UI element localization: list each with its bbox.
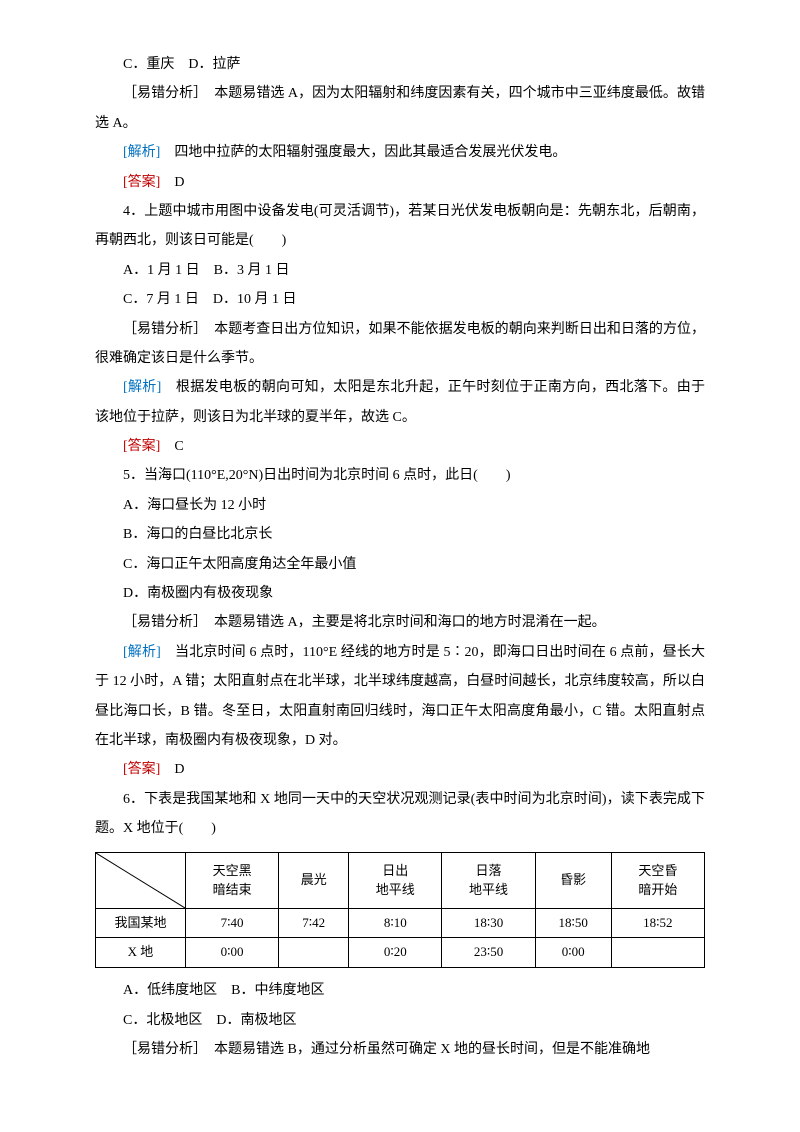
- table-r2c5: 0∶00: [535, 938, 611, 968]
- q5-answer-label: [答案]: [123, 762, 160, 777]
- q5-opt-a: A．海口昼长为 12 小时: [95, 491, 705, 520]
- q6-table: 天空黑暗结束 晨光 日出地平线 日落地平线 昏影 天空昏暗开始 我国某地 7∶4…: [95, 852, 705, 969]
- table-r1c3: 8∶10: [349, 908, 442, 938]
- q4-answer-text: C: [160, 439, 183, 454]
- table-h3: 日出地平线: [349, 852, 442, 908]
- q6-opt-d: D．南极地区: [216, 1013, 296, 1028]
- table-h1: 天空黑暗结束: [186, 852, 279, 908]
- table-header-row: 天空黑暗结束 晨光 日出地平线 日落地平线 昏影 天空昏暗开始: [96, 852, 705, 908]
- table-row: X 地 0∶00 0∶20 23∶50 0∶00: [96, 938, 705, 968]
- q4-options-cd: C．7 月 1 日 D．10 月 1 日: [95, 285, 705, 314]
- q4-answer: [答案] C: [95, 432, 705, 461]
- q5-opt-b: B．海口的白昼比北京长: [95, 520, 705, 549]
- q6-options-cd: C．北极地区 D．南极地区: [95, 1006, 705, 1035]
- q3-answer: [答案] D: [95, 168, 705, 197]
- q5-error-analysis: ［易错分析］ 本题易错选 A，主要是将北京时间和海口的地方时混淆在一起。: [95, 608, 705, 637]
- q3-err-label: ［易错分析］: [123, 86, 200, 101]
- q4-err-label: ［易错分析］: [123, 322, 200, 337]
- q4-analysis-label: [解析]: [123, 380, 161, 395]
- q5-analysis-label: [解析]: [123, 645, 161, 660]
- q3-opt-c: C．重庆: [123, 57, 174, 72]
- q3-opt-d: D．拉萨: [188, 57, 240, 72]
- q6-stem: 6．下表是我国某地和 X 地同一天中的天空状况观测记录(表中时间为北京时间)，读…: [95, 785, 705, 844]
- table-r2c6: [611, 938, 704, 968]
- q3-answer-label: [答案]: [123, 175, 160, 190]
- q5-err-text: 本题易错选 A，主要是将北京时间和海口的地方时混淆在一起。: [200, 615, 606, 630]
- table-r1c4: 18∶30: [442, 908, 535, 938]
- q4-options-ab: A．1 月 1 日 B．3 月 1 日: [95, 256, 705, 285]
- q3-options-cd: C．重庆 D．拉萨: [95, 50, 705, 79]
- table-r2c1: 0∶00: [186, 938, 279, 968]
- q4-analysis-text: 根据发电板的朝向可知，太阳是东北升起，正午时刻位于正南方向，西北落下。由于该地位…: [95, 380, 705, 424]
- table-h5: 昏影: [535, 852, 611, 908]
- q6-err-text: 本题易错选 B，通过分析虽然可确定 X 地的昼长时间，但是不能准确地: [200, 1042, 650, 1057]
- q4-opt-c: C．7 月 1 日: [123, 292, 199, 307]
- q6-opt-c: C．北极地区: [123, 1013, 202, 1028]
- q3-answer-text: D: [160, 175, 184, 190]
- table-h4: 日落地平线: [442, 852, 535, 908]
- table-r2c3: 0∶20: [349, 938, 442, 968]
- table-r1c5: 18∶50: [535, 908, 611, 938]
- q3-analysis-text: 四地中拉萨的太阳辐射强度最大，因此其最适合发展光伏发电。: [160, 145, 566, 160]
- q5-stem: 5．当海口(110°E,20°N)日出时间为北京时间 6 点时，此日( ): [95, 461, 705, 490]
- q5-answer: [答案] D: [95, 755, 705, 784]
- q6-opt-a: A．低纬度地区: [123, 983, 217, 998]
- table-row: 我国某地 7∶40 7∶42 8∶10 18∶30 18∶50 18∶52: [96, 908, 705, 938]
- table-r1c2: 7∶42: [279, 908, 349, 938]
- q3-analysis-label: [解析]: [123, 145, 160, 160]
- q4-error-analysis: ［易错分析］ 本题考查日出方位知识，如果不能依据发电板的朝向来判断日出和日落的方…: [95, 315, 705, 374]
- q6-options-ab: A．低纬度地区 B．中纬度地区: [95, 976, 705, 1005]
- q5-analysis: [解析] 当北京时间 6 点时，110°E 经线的地方时是 5∶20，即海口日出…: [95, 638, 705, 756]
- q5-err-label: ［易错分析］: [123, 615, 200, 630]
- table-h6: 天空昏暗开始: [611, 852, 704, 908]
- q3-analysis: [解析] 四地中拉萨的太阳辐射强度最大，因此其最适合发展光伏发电。: [95, 138, 705, 167]
- q4-analysis: [解析] 根据发电板的朝向可知，太阳是东北升起，正午时刻位于正南方向，西北落下。…: [95, 373, 705, 432]
- q5-opt-c: C．海口正午太阳高度角达全年最小值: [95, 550, 705, 579]
- table-r2c0: X 地: [96, 938, 186, 968]
- q6-error-analysis: ［易错分析］ 本题易错选 B，通过分析虽然可确定 X 地的昼长时间，但是不能准确…: [95, 1035, 705, 1064]
- table-r1c0: 我国某地: [96, 908, 186, 938]
- q5-analysis-text: 当北京时间 6 点时，110°E 经线的地方时是 5∶20，即海口日出时间在 6…: [95, 645, 705, 748]
- table-diag-cell: [96, 852, 186, 908]
- q4-opt-d: D．10 月 1 日: [213, 292, 297, 307]
- table-r2c4: 23∶50: [442, 938, 535, 968]
- q4-opt-a: A．1 月 1 日: [123, 263, 200, 278]
- q4-answer-label: [答案]: [123, 439, 160, 454]
- q4-stem: 4．上题中城市用图中设备发电(可灵活调节)，若某日光伏发电板朝向是：先朝东北，后…: [95, 197, 705, 256]
- q5-opt-d: D．南极圈内有极夜现象: [95, 579, 705, 608]
- table-r1c6: 18∶52: [611, 908, 704, 938]
- q6-err-label: ［易错分析］: [123, 1042, 200, 1057]
- q5-answer-text: D: [160, 762, 184, 777]
- q6-opt-b: B．中纬度地区: [231, 983, 324, 998]
- q4-opt-b: B．3 月 1 日: [214, 263, 290, 278]
- table-r2c2: [279, 938, 349, 968]
- q3-error-analysis: ［易错分析］ 本题易错选 A，因为太阳辐射和纬度因素有关，四个城市中三亚纬度最低…: [95, 79, 705, 138]
- table-h2: 晨光: [279, 852, 349, 908]
- table-r1c1: 7∶40: [186, 908, 279, 938]
